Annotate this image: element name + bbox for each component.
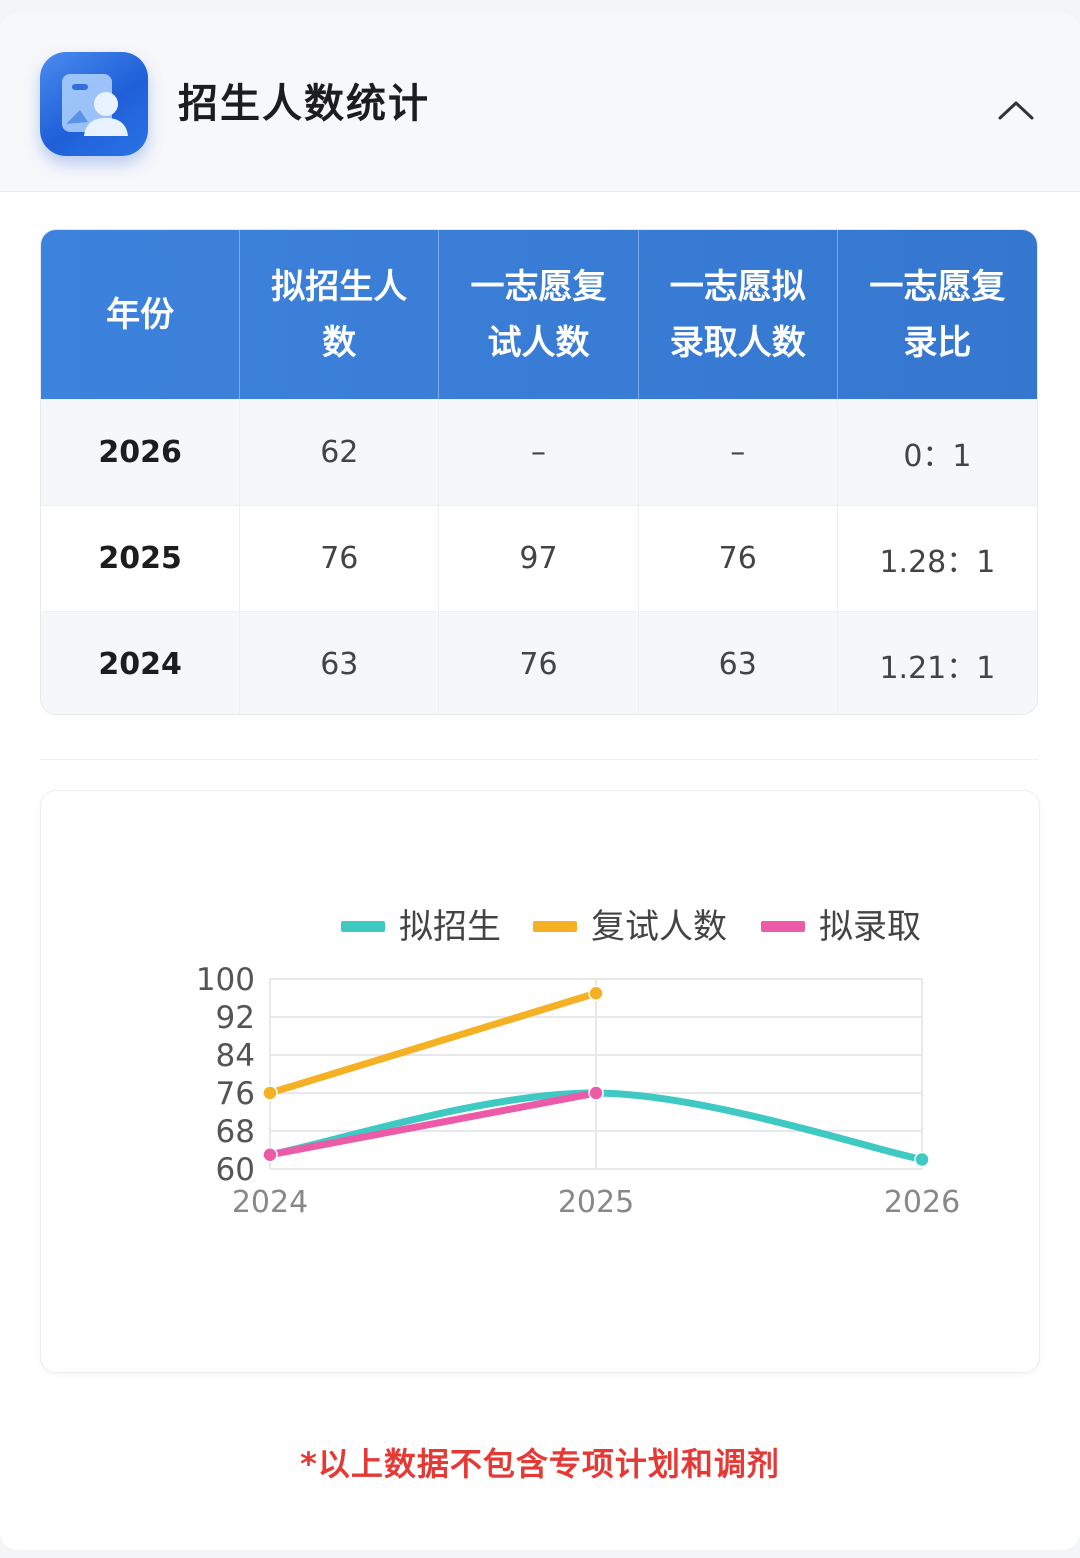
- table-row: 2025 76 97 76 1.28：1: [41, 505, 1037, 611]
- series-line-2: [266, 1089, 600, 1159]
- cell-ratio: 1.21：1: [879, 650, 996, 686]
- legend-item[interactable]: 拟招生: [341, 907, 501, 947]
- y-tick-label: 100: [196, 962, 255, 998]
- column-header-first-choice-retest: 一志愿复试人数: [439, 230, 639, 399]
- table-row: 2026 62 – – 0：1: [41, 399, 1037, 505]
- data-point[interactable]: [588, 1085, 604, 1101]
- cell-year: 2026: [41, 400, 241, 505]
- cell-ratio: 0：1: [903, 438, 972, 474]
- series-line-1: [266, 989, 600, 1097]
- profile-card-icon: [40, 52, 148, 156]
- legend-label: 拟录取: [819, 907, 921, 947]
- legend-swatch: [533, 921, 577, 932]
- y-tick-label: 68: [216, 1114, 255, 1150]
- chart-series: [262, 985, 930, 1168]
- collapse-button[interactable]: [990, 84, 1042, 136]
- data-point[interactable]: [588, 985, 604, 1001]
- legend-label: 复试人数: [591, 907, 727, 947]
- page-title: 招生人数统计: [178, 81, 430, 127]
- table-header-row: 年份 拟招生人数 一志愿复试人数 一志愿拟录取人数 一志愿复录比: [41, 230, 1037, 399]
- cell-planned: 76: [240, 506, 440, 611]
- legend-label: 拟招生: [399, 907, 501, 947]
- legend-item[interactable]: 复试人数: [533, 907, 727, 947]
- cell-year: 2024: [41, 612, 241, 714]
- y-tick-label: 76: [216, 1076, 255, 1112]
- x-tick-label: 2024: [232, 1185, 308, 1220]
- cell-admitted: 63: [639, 612, 838, 714]
- x-axis-ticks: 2024 2025 2026: [232, 1185, 960, 1220]
- cell-planned: 62: [240, 400, 440, 505]
- enrollment-stats-card: 招生人数统计 年份 拟招生人数 一志愿复试人数 一志愿拟录取人数 一志愿复录比 …: [0, 14, 1080, 1550]
- column-header-planned-enrollment: 拟招生人数: [240, 230, 440, 399]
- card-header[interactable]: 招生人数统计: [0, 14, 1080, 192]
- cell-admitted: 76: [639, 506, 838, 611]
- column-header-first-choice-admitted: 一志愿拟录取人数: [639, 230, 838, 399]
- section-divider: [40, 759, 1038, 760]
- legend-item[interactable]: 拟录取: [761, 907, 921, 947]
- column-header-retest-admit-ratio: 一志愿复录比: [869, 266, 1006, 363]
- x-tick-label: 2026: [884, 1185, 960, 1220]
- cell-planned: 63: [240, 612, 440, 714]
- table-row: 2024 63 76 63 1.21：1: [41, 611, 1037, 714]
- data-point[interactable]: [262, 1085, 278, 1101]
- legend-swatch: [761, 921, 805, 932]
- enrollment-table: 年份 拟招生人数 一志愿复试人数 一志愿拟录取人数 一志愿复录比 2026 62…: [40, 229, 1038, 715]
- footnote: *以上数据不包含专项计划和调剂: [300, 1445, 780, 1483]
- chart-legend[interactable]: 拟招生 复试人数 拟录取: [341, 907, 921, 947]
- chevron-up-icon: [998, 101, 1034, 120]
- cell-admitted: –: [639, 400, 838, 505]
- cell-year: 2025: [41, 506, 241, 611]
- cell-retest: 76: [439, 612, 639, 714]
- legend-swatch: [341, 921, 385, 932]
- enrollment-line-chart: 100 92 84 76 68 60 2024 2025 2026 拟招生 复试人数 拟录取: [40, 790, 1040, 1373]
- cell-ratio: 1.28：1: [879, 544, 996, 580]
- y-tick-label: 92: [216, 1000, 255, 1036]
- data-point[interactable]: [914, 1151, 930, 1168]
- data-point[interactable]: [262, 1147, 278, 1163]
- y-tick-label: 84: [216, 1038, 255, 1074]
- x-tick-label: 2025: [558, 1185, 634, 1220]
- cell-retest: –: [439, 400, 639, 505]
- chart-grid: [269, 978, 923, 1170]
- column-header-year: 年份: [41, 230, 241, 399]
- cell-retest: 97: [439, 506, 639, 611]
- y-tick-label: 60: [216, 1152, 255, 1188]
